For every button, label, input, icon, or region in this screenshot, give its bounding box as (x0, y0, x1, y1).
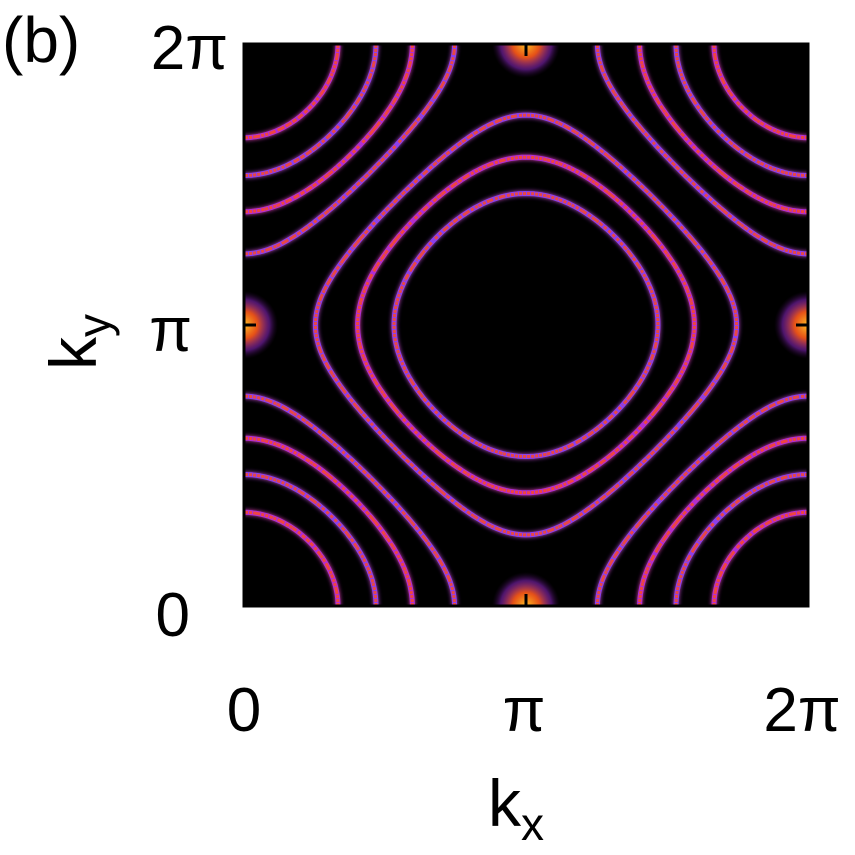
y-tick-label-0: 0 (70, 585, 190, 647)
x-tick-label-pi: π (444, 680, 604, 742)
x-tick-label-2pi: 2π (722, 680, 855, 742)
y-tick-label-2pi: 2π (108, 18, 228, 80)
panel-label: (b) (2, 8, 80, 72)
plot-background (244, 44, 808, 606)
x-axis-label: kx (488, 770, 544, 847)
x-tick-label-0: 0 (164, 680, 324, 742)
y-axis-label: ky (40, 314, 117, 370)
